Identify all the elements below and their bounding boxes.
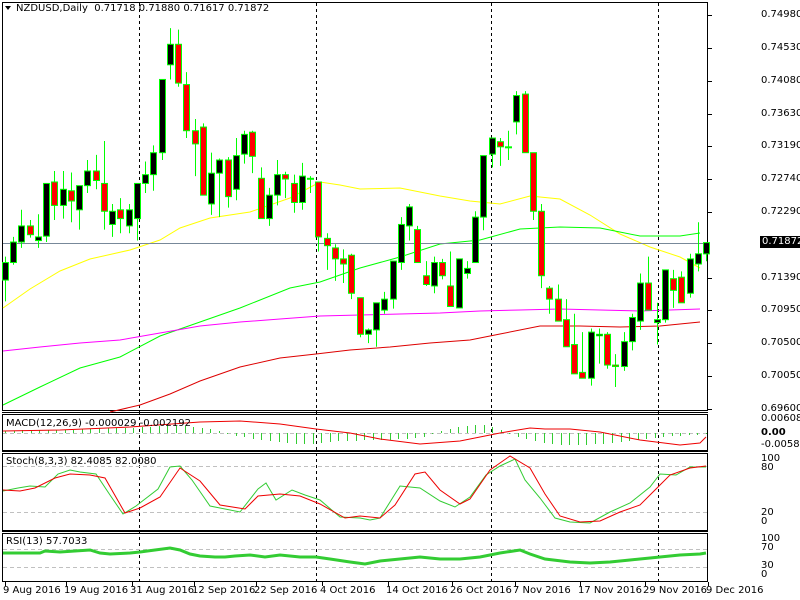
price-axis-label: 0.70950 — [761, 304, 800, 316]
symbol-header: NZDUSD,Daily 0.71718 0.71880 0.71617 0.7… — [16, 3, 269, 14]
date-axis-label: 26 Oct 2016 — [450, 585, 512, 596]
date-axis-label: 29 Nov 2016 — [643, 585, 708, 596]
main-pane — [2, 2, 708, 411]
date-axis-label: 7 Nov 2016 — [513, 585, 571, 596]
price-axis-label: 0.72740 — [761, 173, 800, 185]
rsi-axis-0: 0 — [761, 569, 768, 580]
date-axis-label: 9 Aug 2016 — [3, 585, 61, 596]
macd-label: MACD(12,26,9) -0.000029 -0.002192 — [6, 418, 191, 429]
price-axis-label: 0.69600 — [761, 403, 800, 414]
candlesticks — [2, 28, 710, 388]
macd-axis-min: -0.005809 — [761, 439, 800, 450]
date-axis-label: 4 Oct 2016 — [320, 585, 376, 596]
macd-axis-zero: 0.00 — [761, 427, 786, 438]
stoch-pane — [2, 453, 708, 531]
macd-axis-max: 0.006089 — [761, 413, 800, 424]
rsi-axis-100: 100 — [761, 533, 781, 544]
triangle-down-icon[interactable] — [5, 6, 11, 10]
current-price-tag: 0.71872 — [760, 236, 800, 248]
price-axis-label: 0.71390 — [761, 271, 800, 283]
rsi-series — [3, 546, 707, 566]
price-axis-label: 0.74530 — [761, 41, 800, 53]
date-axis-label: 31 Aug 2016 — [130, 585, 195, 596]
stoch-label: Stoch(8,3,3) 82.4085 82.0080 — [6, 456, 157, 467]
price-axis-label: 0.70050 — [761, 370, 800, 382]
rsi-axis-70: 70 — [761, 542, 774, 553]
price-axis-label: 0.73630 — [761, 107, 800, 119]
date-axis-label: 17 Nov 2016 — [578, 585, 643, 596]
stoch-axis-20: 20 — [761, 507, 774, 518]
date-axis-label: 14 Oct 2016 — [386, 585, 448, 596]
rsi-label: RSI(13) 57.7033 — [6, 536, 88, 547]
price-axis-label: 0.74080 — [761, 74, 800, 86]
date-axis-label: 19 Aug 2016 — [64, 585, 129, 596]
price-axis-label: 0.74980 — [761, 9, 800, 20]
stoch-axis-0: 0 — [761, 516, 768, 527]
stoch-series — [2, 455, 707, 524]
rsi-pane — [2, 533, 708, 582]
price-axis-label: 0.70500 — [761, 337, 800, 349]
period-separators — [139, 3, 659, 582]
stoch-axis-80: 80 — [761, 462, 774, 473]
rsi-axis-30: 30 — [761, 560, 774, 571]
stoch-axis-100: 100 — [761, 453, 781, 464]
date-axis-label: 12 Sep 2016 — [192, 585, 256, 596]
date-axis-label: 9 Dec 2016 — [706, 585, 764, 596]
price-axis-label: 0.73190 — [761, 140, 800, 152]
symbol-timeframe: NZDUSD,Daily — [16, 3, 88, 14]
pane-frames — [2, 2, 708, 582]
axis-ticks — [5, 15, 712, 586]
macd-series — [2, 420, 707, 446]
ohlc-values: 0.71718 0.71880 0.71617 0.71872 — [94, 3, 270, 14]
price-axis-label: 0.72290 — [761, 206, 800, 217]
date-axis-label: 22 Sep 2016 — [254, 585, 318, 596]
macd-pane — [2, 414, 708, 451]
